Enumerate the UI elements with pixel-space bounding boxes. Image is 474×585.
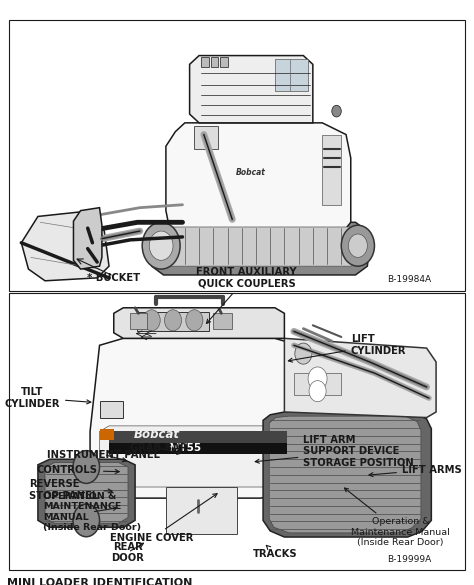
- Polygon shape: [190, 56, 313, 123]
- Text: LIFT ARM
SUPPORT DEVICE
STORAGE POSITION: LIFT ARM SUPPORT DEVICE STORAGE POSITION: [255, 435, 414, 468]
- Circle shape: [164, 310, 182, 331]
- Text: FRONT AUXILIARY
QUICK COUPLERS: FRONT AUXILIARY QUICK COUPLERS: [196, 267, 297, 324]
- Circle shape: [308, 367, 327, 390]
- Circle shape: [186, 310, 203, 331]
- Text: REAR
DOOR: REAR DOOR: [111, 542, 145, 563]
- Circle shape: [341, 225, 374, 266]
- Polygon shape: [201, 57, 209, 67]
- Text: LIFT
CYLINDER: LIFT CYLINDER: [288, 335, 406, 362]
- Text: B-19984A: B-19984A: [387, 275, 431, 284]
- Polygon shape: [38, 459, 135, 527]
- Polygon shape: [149, 222, 370, 275]
- Text: CONTROLS: CONTROLS: [37, 465, 119, 476]
- Polygon shape: [90, 338, 303, 498]
- Text: Bobcat: Bobcat: [133, 428, 180, 441]
- Polygon shape: [156, 227, 363, 266]
- Polygon shape: [211, 57, 218, 67]
- Text: LIFT ARMS: LIFT ARMS: [369, 464, 462, 477]
- Polygon shape: [322, 135, 341, 205]
- Text: OPERATION &
MAINTENANCE
MANUAL
(Inside Rear Door): OPERATION & MAINTENANCE MANUAL (Inside R…: [43, 492, 141, 532]
- Polygon shape: [263, 412, 431, 537]
- Text: TRACKS: TRACKS: [253, 545, 297, 559]
- Text: ENGINE COVER: ENGINE COVER: [110, 494, 217, 543]
- Circle shape: [149, 231, 173, 260]
- Polygon shape: [130, 314, 147, 329]
- Polygon shape: [275, 58, 308, 91]
- Polygon shape: [73, 208, 102, 269]
- Circle shape: [295, 343, 312, 364]
- Polygon shape: [100, 429, 114, 440]
- Circle shape: [73, 450, 100, 483]
- Text: GRAB BAR: GRAB BAR: [130, 443, 188, 455]
- Polygon shape: [220, 57, 228, 67]
- Polygon shape: [21, 211, 109, 281]
- Circle shape: [332, 105, 341, 117]
- Text: INSTRUMENT PANEL: INSTRUMENT PANEL: [47, 449, 160, 462]
- Circle shape: [142, 222, 180, 269]
- Polygon shape: [166, 487, 237, 534]
- Text: * BUCKET: * BUCKET: [87, 273, 140, 283]
- Polygon shape: [269, 416, 421, 533]
- Circle shape: [309, 381, 326, 402]
- Circle shape: [348, 234, 367, 257]
- Polygon shape: [137, 312, 209, 331]
- Circle shape: [73, 504, 100, 537]
- Polygon shape: [284, 338, 436, 418]
- Circle shape: [143, 310, 160, 331]
- Text: MT55: MT55: [169, 443, 201, 453]
- Text: Operation &
Maintenance Manual
(Inside Rear Door): Operation & Maintenance Manual (Inside R…: [345, 488, 450, 547]
- Polygon shape: [114, 308, 284, 338]
- Polygon shape: [109, 442, 287, 454]
- Text: MINI LOADER IDENTIFICATION: MINI LOADER IDENTIFICATION: [7, 578, 192, 585]
- Polygon shape: [100, 426, 289, 487]
- Polygon shape: [109, 432, 287, 442]
- Text: TILT
CYLINDER: TILT CYLINDER: [4, 387, 91, 408]
- Text: Bobcat: Bobcat: [236, 168, 266, 177]
- Polygon shape: [194, 126, 218, 149]
- Polygon shape: [45, 463, 128, 523]
- Polygon shape: [294, 373, 341, 395]
- Polygon shape: [100, 401, 123, 418]
- Polygon shape: [166, 123, 351, 243]
- Text: B-19999A: B-19999A: [387, 555, 431, 564]
- Text: REVERSE
STOP PANEL: REVERSE STOP PANEL: [29, 479, 112, 501]
- Polygon shape: [213, 314, 232, 329]
